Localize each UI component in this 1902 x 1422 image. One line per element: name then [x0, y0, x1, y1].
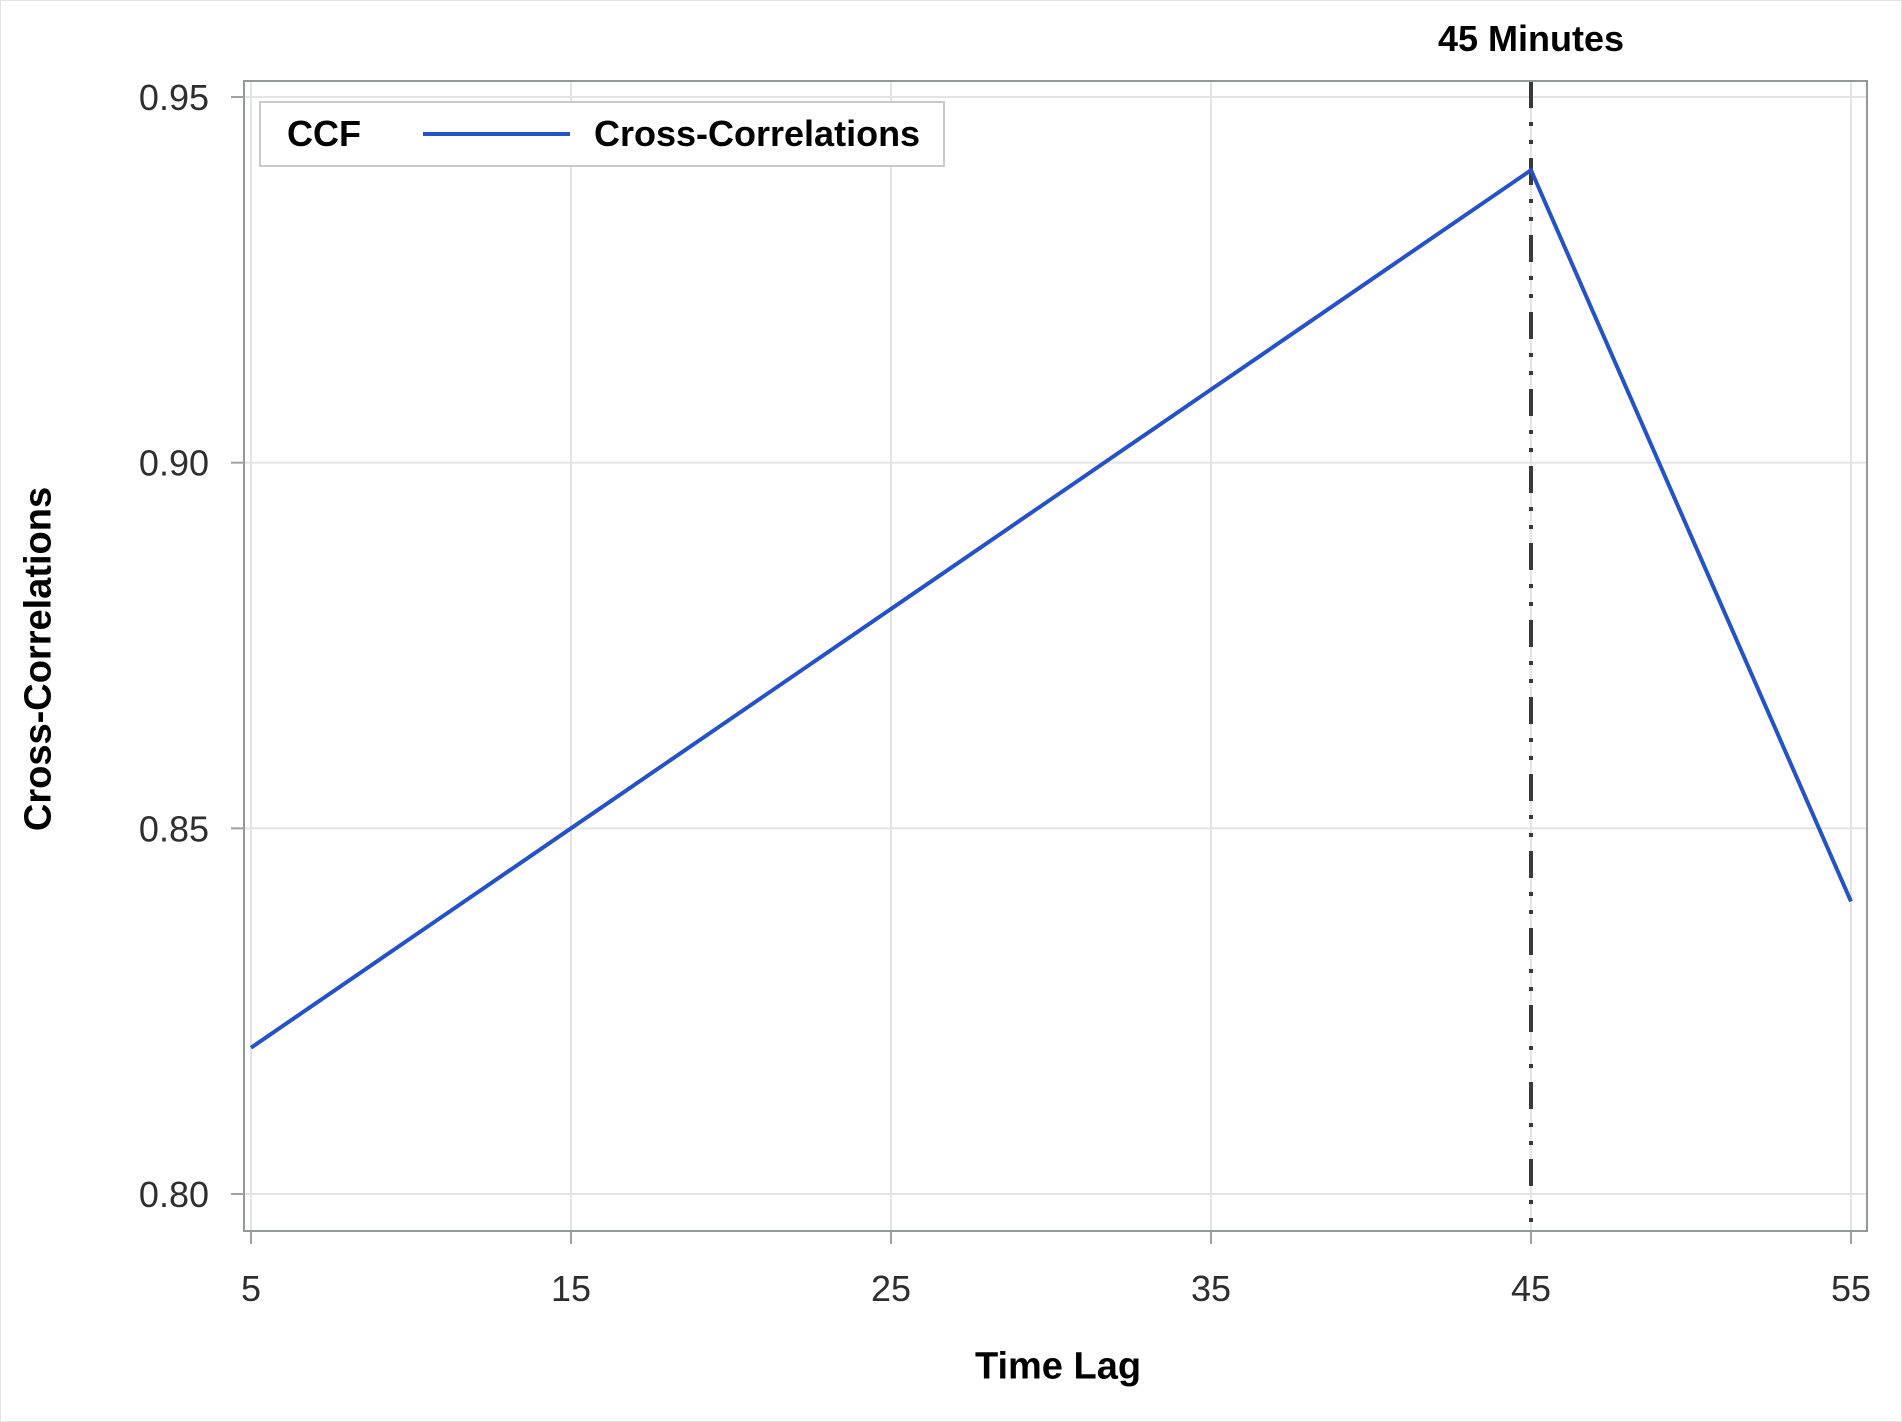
x-tick-label: 45: [1511, 1268, 1551, 1309]
y-tick-label: 0.80: [139, 1174, 209, 1215]
x-axis-title: Time Lag: [974, 1345, 1142, 1388]
y-tick-label: 0.95: [139, 77, 209, 118]
gridlines: [244, 81, 1867, 1231]
y-tick-label: 0.85: [139, 808, 209, 849]
y-tick-label: 0.90: [139, 443, 209, 484]
x-tick-label: 25: [871, 1268, 911, 1309]
legend-line-swatch: [423, 132, 570, 136]
y-axis-title: Cross-Correlations: [17, 486, 60, 832]
series-line: [249, 168, 1853, 1050]
x-tick-label: 55: [1831, 1268, 1871, 1309]
refline-label: 45 Minutes: [1437, 18, 1625, 59]
x-tick-label: 35: [1191, 1268, 1231, 1309]
axis-ticks: 5 15 25 35 45 55 0.80 0.85 0.90 0.95: [139, 77, 1871, 1309]
legend-box: CCF Cross-Correlations: [259, 101, 945, 167]
legend-title: CCF: [287, 113, 361, 154]
legend-series-label: Cross-Correlations: [594, 113, 921, 154]
plot-frame: [243, 80, 1868, 1232]
x-tick-label: 15: [551, 1268, 591, 1309]
x-tick-label: 5: [241, 1268, 261, 1309]
